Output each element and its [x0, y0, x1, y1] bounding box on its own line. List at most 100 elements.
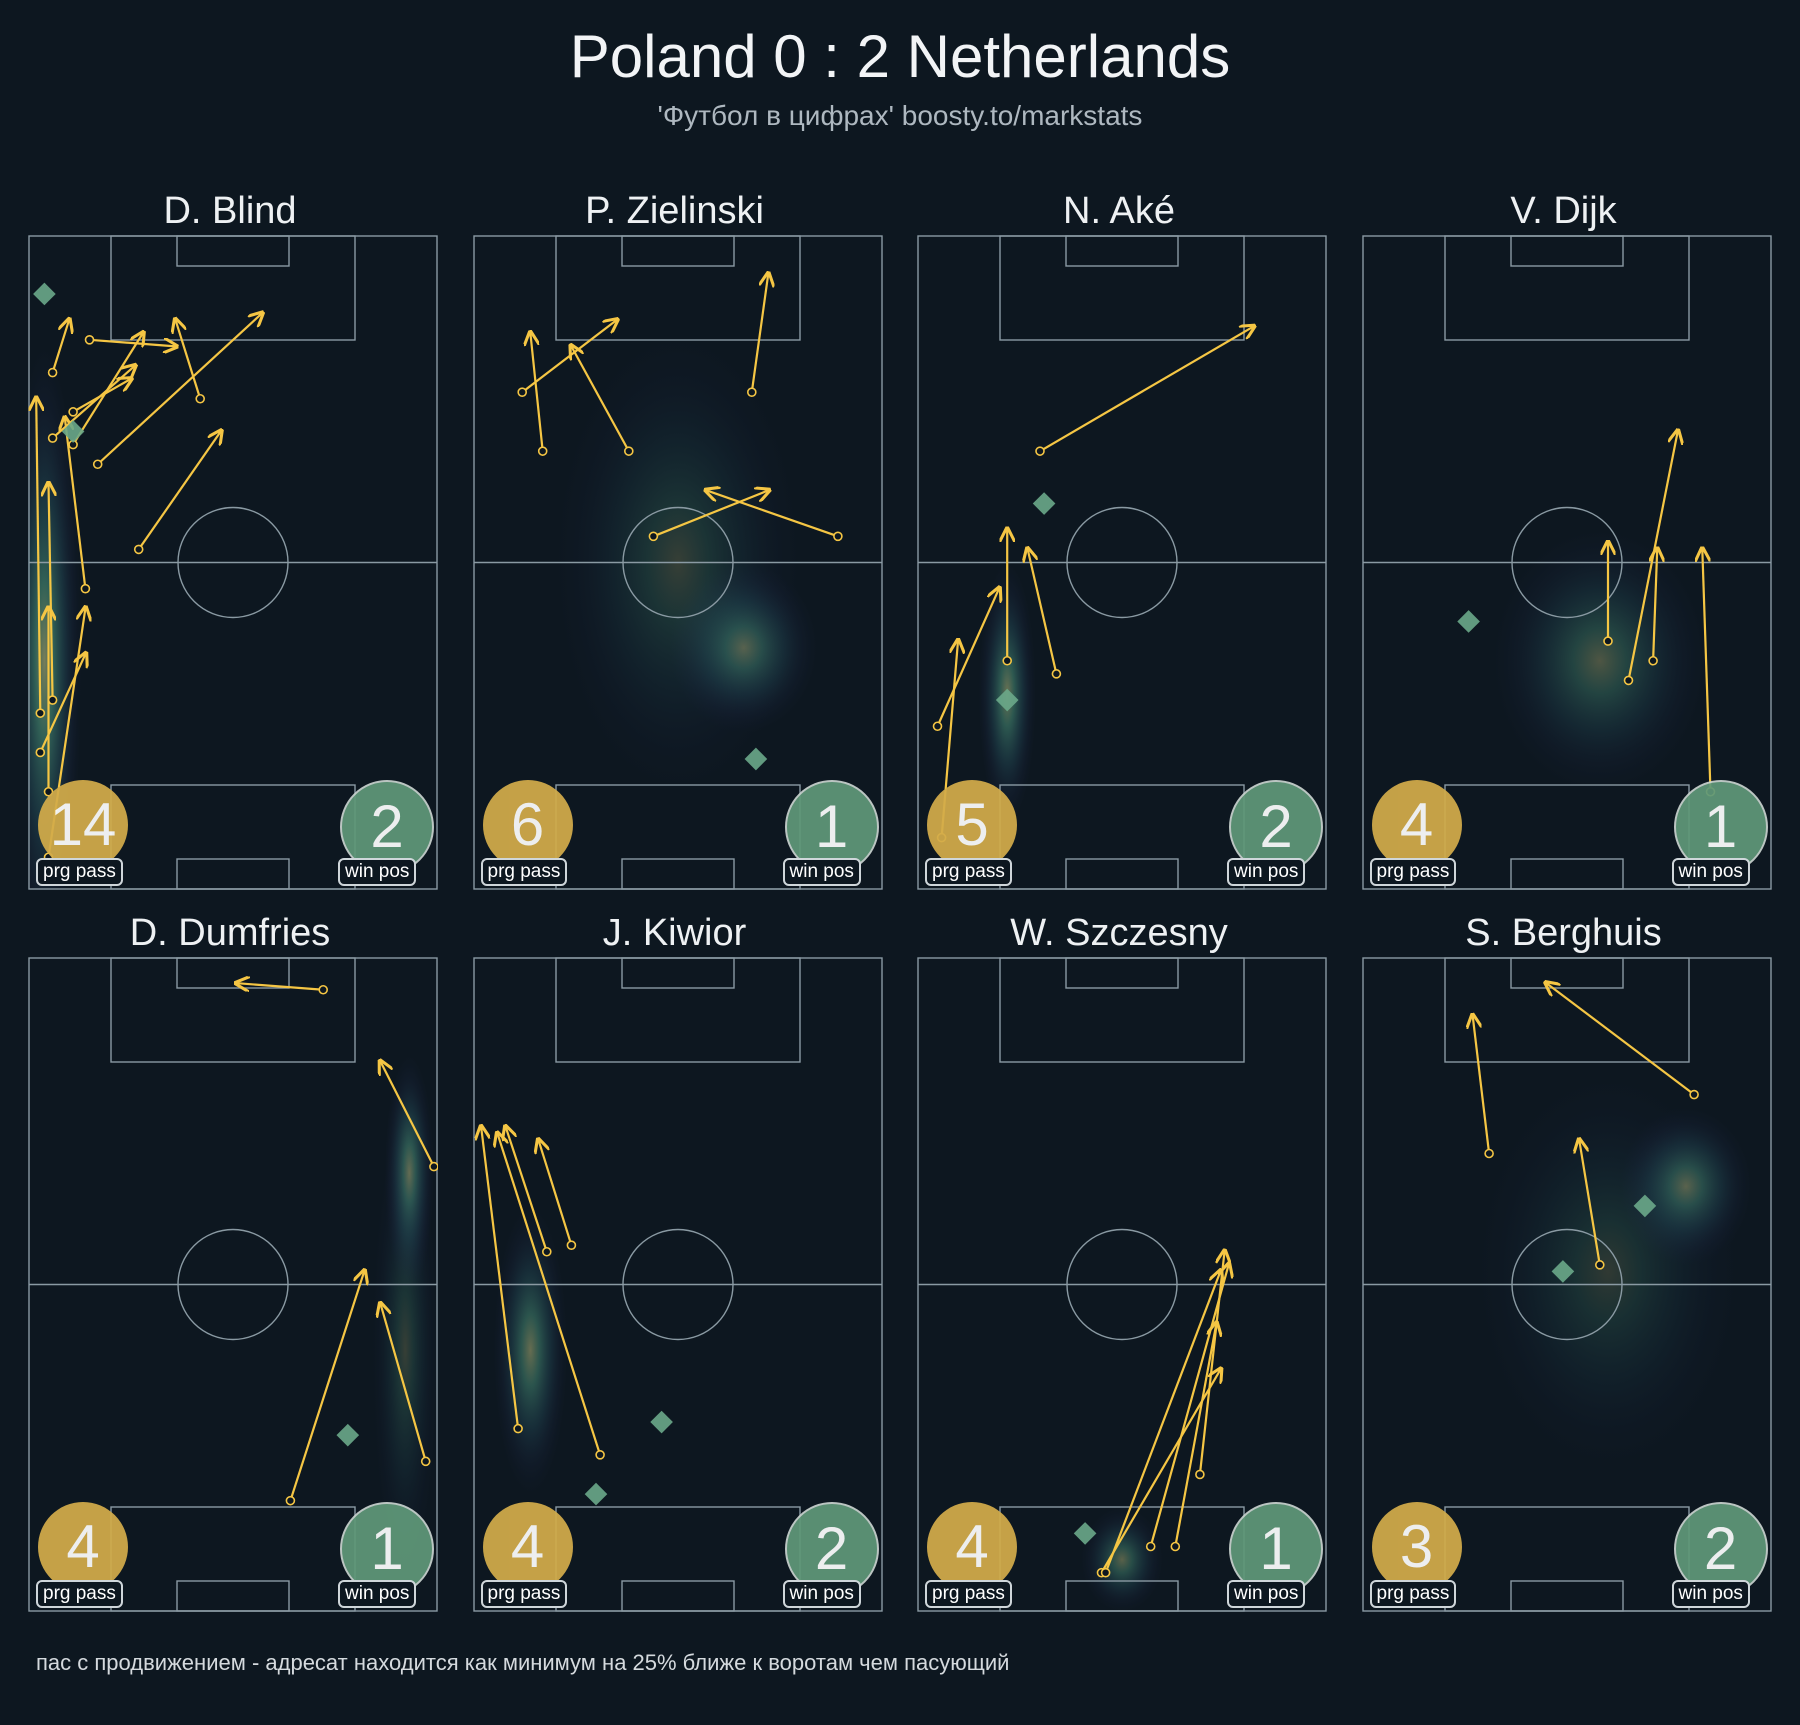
penalty-box-bottom: [1443, 784, 1690, 890]
pass-origin: [1483, 1148, 1494, 1159]
pass-origin: [623, 446, 634, 456]
pass-origin: [35, 708, 46, 718]
win-pos-label: win pos: [1227, 858, 1306, 886]
pitch: [28, 235, 438, 890]
pass-origin: [1623, 675, 1633, 686]
player-panel: J. Kiwior 4 prg pass 2 win pos: [465, 912, 885, 1632]
player-panel: V. Dijk 4 prg pass 1 win pos: [1354, 190, 1774, 910]
progressive-pass-arrow: [481, 1127, 519, 1429]
progressive-pass-arrow: [936, 589, 1000, 727]
density-blob: [1081, 1507, 1163, 1612]
player-name: V. Dijk: [1510, 190, 1617, 232]
pitch: [1361, 235, 1772, 890]
prg-pass-count: 14: [38, 780, 128, 870]
player-panel: N. Aké 5 prg pass 2 win pos: [909, 190, 1329, 910]
penalty-box-bottom: [110, 784, 356, 890]
player-name: P. Zielinski: [585, 190, 764, 232]
penalty-box-top: [999, 235, 1245, 341]
prg-pass-label: prg pass: [925, 1580, 1012, 1608]
progressive-pass-arrow: [381, 1062, 435, 1168]
pass-origin: [195, 393, 205, 404]
win-pos-label: win pos: [782, 1580, 861, 1608]
penalty-box-bottom: [554, 784, 801, 890]
prg-pass-label: prg pass: [36, 1580, 123, 1608]
prg-pass-count: 5: [927, 780, 1017, 870]
progressive-pass-arrow: [1039, 327, 1253, 453]
progressive-pass-arrow: [176, 320, 202, 400]
pass-origin: [420, 1456, 431, 1467]
player-name: D. Blind: [163, 190, 297, 232]
win-pos-label: win pos: [782, 858, 861, 886]
penalty-box-bottom: [999, 784, 1245, 890]
prg-pass-label: prg pass: [480, 1580, 568, 1608]
pitch: [1361, 957, 1772, 1612]
progressive-pass-arrow: [1579, 1140, 1601, 1266]
pass-origin: [1647, 655, 1658, 666]
win-position-marker: [649, 1410, 673, 1434]
penalty-box-top: [999, 957, 1245, 1063]
win-pos-label: win pos: [1227, 1580, 1306, 1608]
centre-circle: [177, 506, 289, 619]
player-panel: S. Berghuis 3 prg pass 2 win pos: [1354, 912, 1774, 1632]
pass-origin: [648, 531, 658, 542]
progressive-pass-arrow: [706, 490, 838, 538]
six-yard-box-bottom: [176, 1580, 290, 1612]
pass-origin: [516, 387, 527, 397]
progressive-pass-arrow: [237, 983, 324, 990]
pass-origin: [746, 387, 757, 397]
pass-origin: [429, 1161, 438, 1172]
six-yard-box-bottom: [1509, 1580, 1624, 1612]
progressive-pass-arrow: [750, 274, 767, 393]
six-yard-box-top: [176, 235, 290, 267]
progressive-pass-arrow: [1472, 1016, 1490, 1154]
penalty-box-top: [1443, 957, 1690, 1063]
six-yard-box-top: [1065, 957, 1179, 989]
pass-origin: [92, 459, 103, 470]
progressive-pass-arrow: [538, 1140, 572, 1246]
prg-pass-count: 4: [1371, 780, 1462, 870]
player-name: S. Berghuis: [1465, 912, 1662, 954]
win-pos-label: win pos: [338, 1580, 417, 1608]
penalty-box-top: [1443, 235, 1690, 341]
win-pos-label: win pos: [338, 858, 417, 886]
pass-origin: [1602, 636, 1613, 646]
pass-origin: [541, 1246, 552, 1257]
progressive-pass-arrow: [530, 333, 544, 452]
player-name: D. Dumfries: [129, 912, 331, 954]
pass-origin: [47, 433, 58, 443]
player-name: J. Kiwior: [602, 912, 747, 954]
six-yard-box-bottom: [1065, 1580, 1179, 1612]
progressive-pass-arrow: [89, 340, 176, 347]
pass-origin: [47, 367, 58, 378]
pass-origin: [832, 531, 843, 542]
chart-subtitle: 'Футбол в цифрах' boosty.to/markstats: [657, 100, 1143, 131]
progressive-pass-arrow: [497, 1134, 601, 1456]
win-pos-label: win pos: [1671, 858, 1750, 886]
pass-origin: [318, 984, 329, 995]
pass-origin: [84, 335, 95, 345]
progressive-pass-arrow: [571, 346, 630, 452]
six-yard-box-top: [1509, 957, 1624, 989]
progressive-pass-arrow: [137, 432, 221, 551]
pass-origin: [1051, 669, 1062, 679]
pass-origin: [47, 695, 58, 705]
six-yard-box-top: [176, 957, 290, 989]
centre-circle: [1510, 506, 1623, 619]
centre-circle: [621, 506, 734, 619]
progressive-pass-arrow: [1104, 1271, 1221, 1574]
progressive-pass-arrow: [1546, 983, 1695, 1096]
prg-pass-count: 4: [927, 1502, 1017, 1592]
win-pos-label: win pos: [1671, 1580, 1750, 1608]
six-yard-box-bottom: [620, 1580, 735, 1612]
centre-circle: [177, 1228, 289, 1341]
prg-pass-label: prg pass: [925, 858, 1012, 886]
centre-circle: [621, 1228, 734, 1341]
six-yard-box-top: [620, 957, 735, 989]
pass-origin: [537, 446, 547, 456]
win-position-marker: [584, 1482, 607, 1506]
penalty-box-bottom: [554, 1506, 801, 1612]
win-position-marker: [1456, 610, 1480, 633]
prg-pass-label: prg pass: [1369, 858, 1457, 886]
progressive-pass-arrow: [652, 490, 768, 538]
